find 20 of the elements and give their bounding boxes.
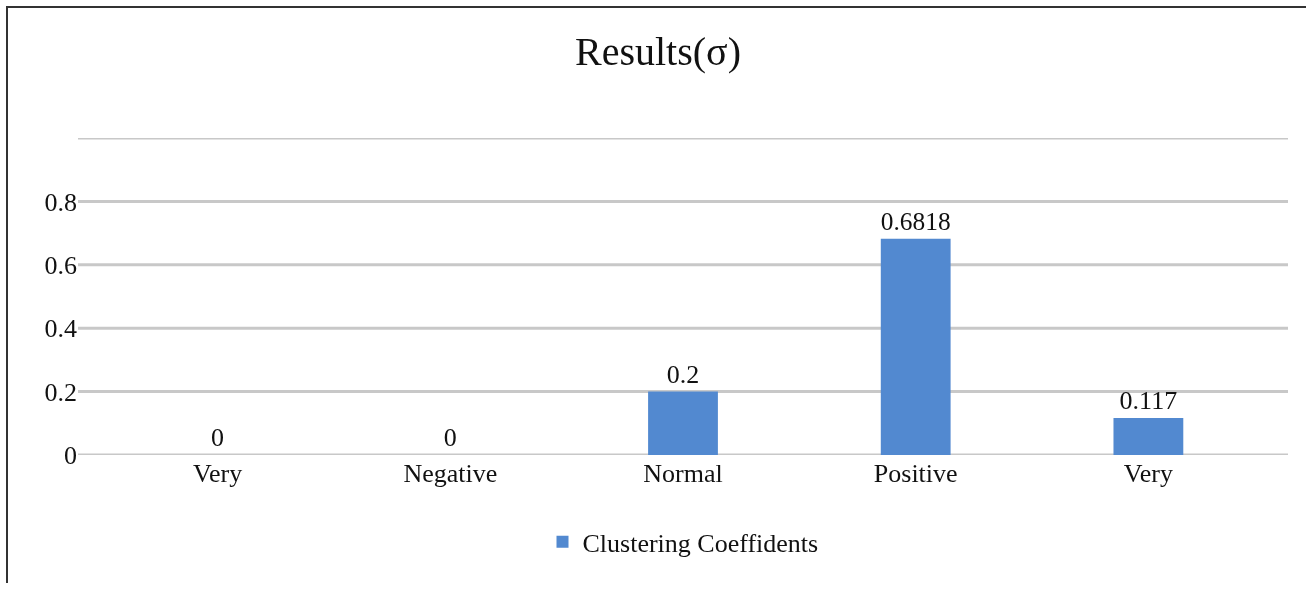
y-tick-label: 0.6: [44, 250, 77, 280]
data-label: 0: [211, 423, 225, 452]
chart-title: Results(σ): [575, 28, 741, 74]
y-tick-label: 0.8: [44, 187, 77, 217]
bar: [648, 391, 718, 455]
data-label: 0.117: [1119, 385, 1178, 415]
data-label: 0.2: [666, 359, 700, 389]
bar: [880, 238, 951, 455]
x-tick-label: Normal: [643, 459, 723, 488]
data-label: 0: [443, 423, 457, 452]
y-tick-label: 0.4: [44, 314, 77, 344]
y-tick-label: 0: [64, 441, 77, 471]
bar: [1113, 417, 1184, 455]
x-tick-label: Negative: [403, 459, 498, 488]
legend-label: Clustering Coeffidents: [582, 528, 819, 558]
data-label: 0.6818: [880, 207, 951, 236]
x-tick-label: Very: [1123, 459, 1173, 488]
y-tick-label: 0.2: [44, 377, 77, 407]
x-tick-label: Positive: [873, 459, 958, 488]
x-tick-label: Very: [193, 459, 243, 488]
